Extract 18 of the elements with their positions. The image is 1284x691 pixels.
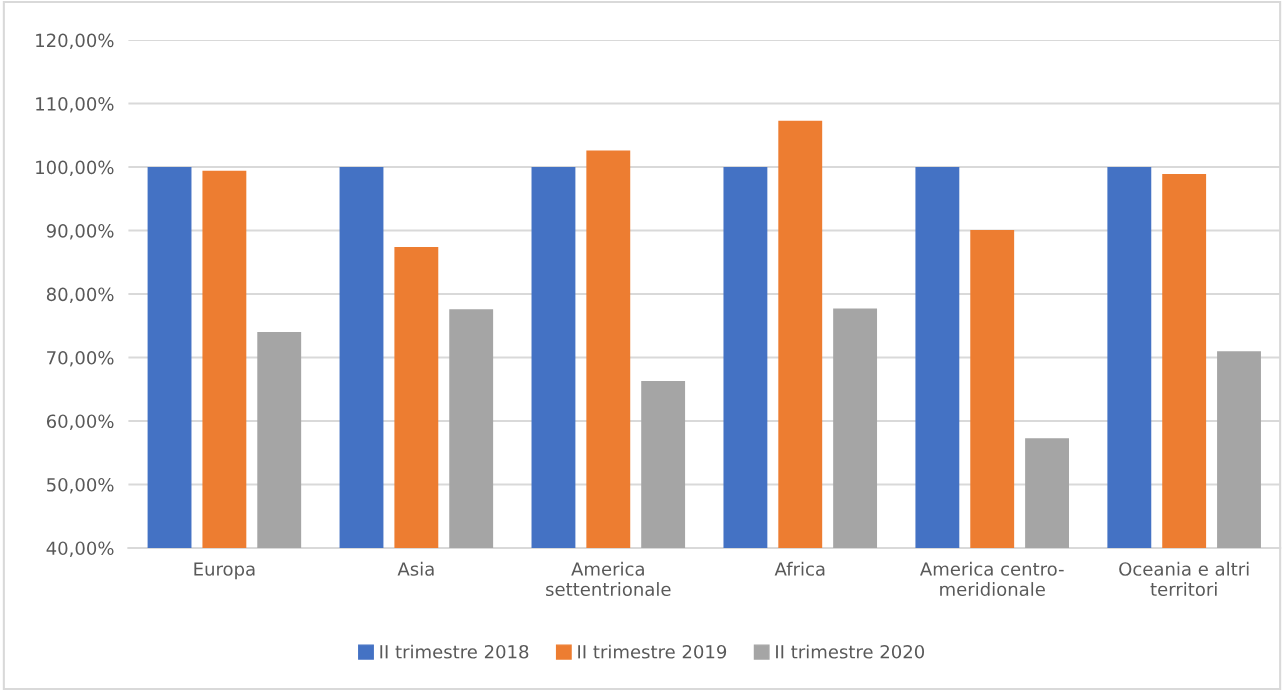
x-tick-label: America settentrionale <box>546 561 671 597</box>
legend-label: II trimestre 2020 <box>776 644 925 659</box>
x-tick-label: America centro- meridionale <box>920 561 1064 597</box>
y-tick-label: 60,00% <box>46 414 114 430</box>
y-tick-label: 100,00% <box>36 160 114 177</box>
legend-label: II trimestre 2019 <box>578 644 727 659</box>
y-tick-label: 120,00% <box>36 33 114 50</box>
y-tick-label: 40,00% <box>46 541 114 557</box>
y-tick-label: 110,00% <box>36 97 114 113</box>
y-tick-label: 70,00% <box>47 350 114 367</box>
x-tick-label: Europa <box>194 562 255 580</box>
x-tick-label: Asia <box>397 561 434 576</box>
x-tick-label: Africa <box>774 561 825 576</box>
y-tick-label: 50,00% <box>47 477 114 494</box>
legend-label: II trimestre 2018 <box>380 644 529 659</box>
x-tick-label: Oceania e altri territori <box>1119 561 1249 597</box>
y-tick-label: 80,00% <box>46 287 114 303</box>
y-tick-label: 90,00% <box>46 223 114 240</box>
